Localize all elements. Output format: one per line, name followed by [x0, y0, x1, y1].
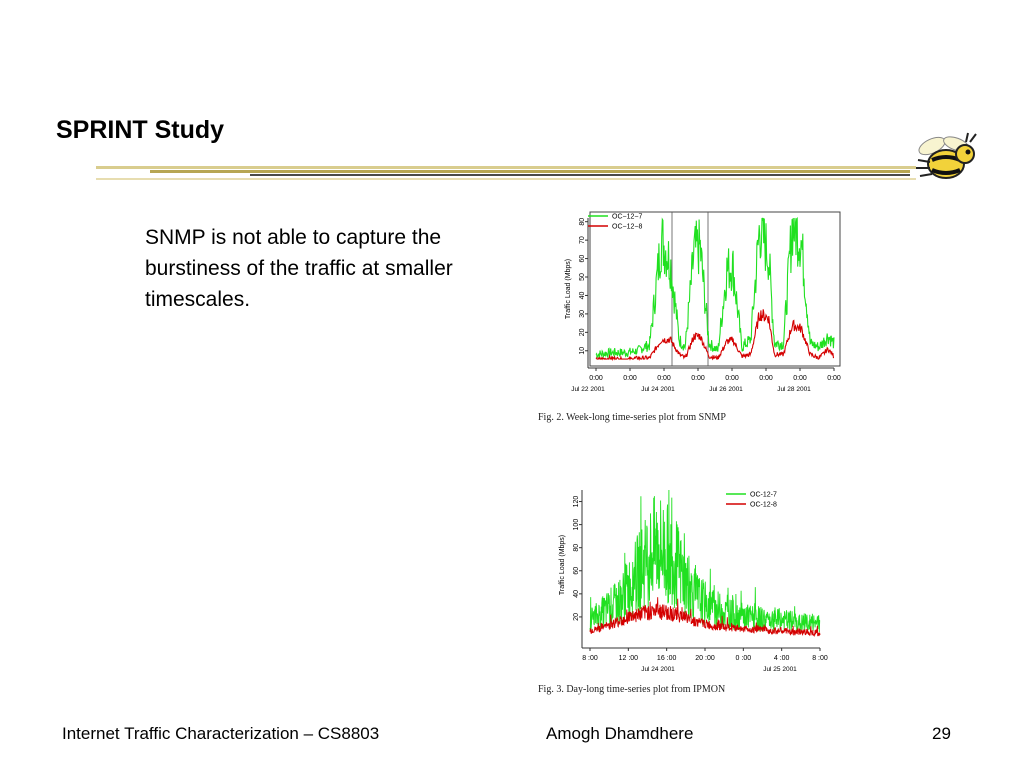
footer-page-number: 29 [932, 724, 951, 743]
y-tick-label: 30 [579, 310, 586, 318]
legend-label: OC-12-7 [750, 492, 777, 499]
x-tick-label: 0:00 [793, 375, 807, 382]
series-line-green [595, 216, 835, 360]
x-tick-label: 0 :00 [736, 655, 752, 662]
series-line-red [589, 597, 821, 637]
fig3-caption: Fig. 3. Day-long time-series plot from I… [538, 684, 726, 695]
x-tick-label: 20 :00 [695, 655, 715, 662]
x-date-label: Jul 24 2001 [641, 386, 675, 393]
y-tick-label: 20 [579, 328, 586, 336]
x-tick-label: 8 :00 [582, 655, 598, 662]
y-tick-label: 120 [573, 496, 580, 508]
footer-course: Internet Traffic Characterization – CS88… [62, 724, 380, 743]
bee-mascot-icon [916, 132, 977, 179]
x-tick-label: 4 :00 [774, 655, 790, 662]
plot-frame [589, 211, 841, 367]
x-tick-label: 12 :00 [619, 655, 639, 662]
x-tick-label: 0:00 [759, 375, 773, 382]
y-tick-label: 50 [579, 273, 586, 281]
series-line-red [595, 309, 834, 362]
ipmon-day-chart: 20 40 60 80 100 120 Traffic Load (Mbps) 8 :00 12… [559, 489, 828, 673]
y-tick-label: 10 [579, 347, 586, 355]
legend-label: OC-12-8 [750, 502, 777, 509]
fig2-caption: Fig. 2. Week-long time-series plot from … [538, 412, 726, 423]
y-tick-label: 80 [579, 218, 586, 226]
x-tick-label: 16 :00 [657, 655, 677, 662]
footer-author: Amogh Dhamdhere [546, 724, 694, 743]
x-date-label: Jul 24 2001 [641, 666, 675, 673]
y-axis-label: Traffic Load (Mbps) [559, 535, 566, 595]
y-axis-label: Traffic Load (Mbps) [565, 259, 572, 319]
x-tick-label: 0:00 [691, 375, 705, 382]
x-date-label: Jul 22 2001 [571, 386, 605, 393]
y-tick-label: 20 [573, 613, 580, 621]
y-tick-label: 40 [573, 590, 580, 598]
slide-title: SPRINT Study [56, 116, 225, 144]
y-tick-label: 70 [579, 236, 586, 244]
x-date-label: Jul 26 2001 [709, 386, 743, 393]
bullet-text: SNMP is not able to capture the burstine… [112, 222, 525, 315]
x-tick-label: 0:00 [623, 375, 637, 382]
x-tick-label: 0:00 [725, 375, 739, 382]
legend-label: OC−12−8 [612, 224, 642, 231]
x-date-label: Jul 25 2001 [763, 666, 797, 673]
snmp-week-chart: 10 20 30 40 50 60 70 80 Traffic Load (Mbps) 0:00 0… [565, 211, 841, 393]
y-tick-label: 40 [579, 291, 586, 299]
y-tick-label: 80 [573, 544, 580, 552]
x-tick-label: 0:00 [589, 375, 603, 382]
legend-label: OC−12−7 [612, 214, 642, 221]
x-tick-label: 8 :00 [812, 655, 828, 662]
y-tick-label: 100 [573, 519, 580, 531]
x-date-label: Jul 28 2001 [777, 386, 811, 393]
y-tick-label: 60 [579, 255, 586, 263]
y-tick-label: 60 [573, 567, 580, 575]
x-tick-label: 0:00 [657, 375, 671, 382]
x-tick-label: 0:00 [827, 375, 841, 382]
bullet-line: SNMP is not able to capture the burstine… [145, 226, 453, 311]
series-line-green [589, 489, 821, 633]
